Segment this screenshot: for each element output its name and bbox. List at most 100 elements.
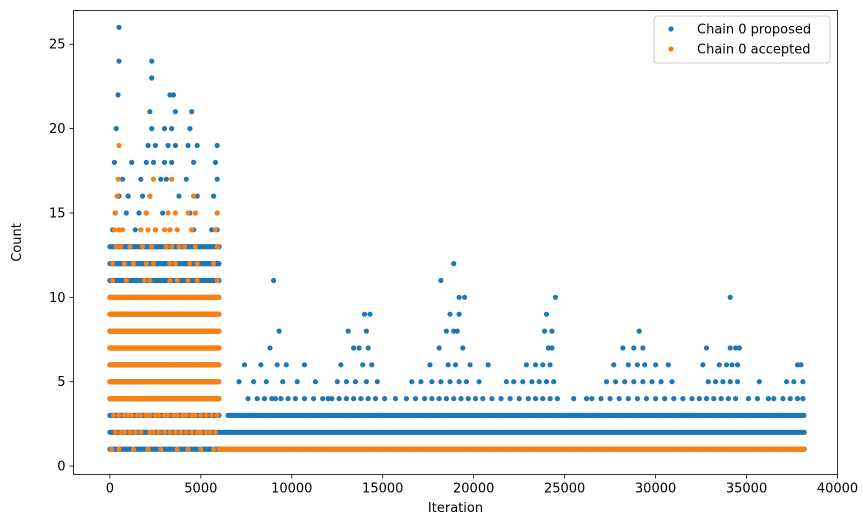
point-proposed (551, 379, 557, 385)
point-proposed (176, 193, 182, 199)
point-accepted (214, 277, 220, 284)
point-proposed (454, 328, 460, 334)
point-accepted (185, 210, 191, 216)
point-proposed (780, 396, 786, 402)
point-accepted (189, 227, 195, 233)
point-accepted (216, 311, 222, 317)
point-proposed (700, 362, 706, 368)
point-accepted (176, 244, 182, 250)
point-proposed (549, 345, 555, 351)
point-proposed (729, 362, 735, 368)
point-proposed (125, 193, 131, 199)
point-proposed (756, 379, 762, 385)
point-accepted (110, 277, 116, 284)
point-proposed (150, 159, 157, 165)
point-accepted (189, 412, 195, 418)
point-accepted (172, 210, 178, 216)
point-accepted (183, 412, 189, 418)
point-proposed (443, 396, 449, 402)
point-accepted (187, 261, 193, 267)
point-proposed (603, 379, 610, 385)
point-proposed (269, 396, 275, 402)
point-proposed (536, 379, 542, 385)
point-accepted (194, 429, 200, 435)
x-tick-label: 10000 (271, 482, 312, 497)
point-proposed (625, 362, 631, 368)
point-proposed (267, 345, 273, 351)
point-proposed (140, 193, 146, 199)
point-proposed (525, 396, 531, 402)
point-proposed (443, 328, 449, 334)
point-proposed (161, 126, 168, 132)
point-accepted (152, 227, 158, 233)
point-proposed (511, 379, 517, 385)
point-proposed (653, 362, 659, 368)
point-proposed (212, 159, 218, 165)
point-accepted (109, 446, 115, 452)
point-proposed (254, 396, 260, 402)
point-proposed (640, 345, 646, 351)
point-proposed (158, 176, 164, 182)
point-proposed (745, 396, 752, 402)
point-proposed (169, 126, 175, 132)
plot-area-frame (73, 10, 838, 475)
point-proposed (465, 396, 471, 402)
point-proposed (611, 362, 617, 368)
point-proposed (631, 379, 637, 385)
point-proposed (403, 396, 409, 402)
point-accepted (127, 244, 133, 250)
point-proposed (418, 379, 424, 385)
point-accepted (161, 227, 168, 233)
point-accepted (198, 429, 204, 435)
point-proposed (616, 396, 622, 402)
legend-box (653, 15, 831, 64)
point-proposed (251, 379, 257, 385)
point-proposed (456, 379, 462, 385)
point-proposed (343, 379, 349, 385)
point-proposed (458, 396, 464, 402)
point-accepted (216, 396, 222, 402)
point-proposed (274, 362, 280, 368)
point-proposed (163, 176, 169, 182)
point-accepted (185, 277, 191, 284)
point-proposed (733, 345, 739, 351)
legend-label-proposed: Chain 0 proposed (697, 23, 811, 38)
point-proposed (132, 227, 138, 233)
point-proposed (754, 396, 761, 402)
y-axis-label: Count (10, 223, 25, 262)
point-accepted (138, 412, 144, 418)
point-proposed (498, 396, 504, 402)
point-proposed (292, 396, 298, 402)
point-accepted (150, 176, 157, 182)
point-proposed (214, 176, 220, 182)
point-accepted (116, 446, 122, 452)
point-proposed (358, 396, 364, 402)
point-accepted (192, 210, 198, 216)
point-proposed (571, 396, 577, 402)
point-accepted (165, 412, 171, 418)
point-proposed (236, 379, 242, 385)
point-proposed (123, 210, 129, 216)
point-proposed (543, 311, 550, 317)
point-accepted (214, 210, 220, 216)
point-proposed (120, 176, 126, 182)
point-accepted (118, 429, 124, 435)
point-accepted (216, 379, 222, 385)
point-proposed (436, 396, 442, 402)
point-proposed (113, 126, 119, 132)
point-proposed (301, 396, 308, 402)
point-proposed (185, 142, 191, 149)
legend-marker-proposed (668, 26, 674, 32)
point-proposed (649, 379, 655, 385)
point-accepted (194, 261, 200, 267)
point-proposed (447, 311, 453, 317)
point-accepted (172, 429, 178, 435)
point-proposed (485, 362, 491, 368)
point-proposed (429, 396, 435, 402)
point-proposed (594, 412, 601, 418)
point-proposed (547, 362, 553, 368)
point-accepted (143, 261, 149, 267)
y-tick-label: 25 (49, 38, 66, 53)
point-proposed (727, 345, 733, 351)
point-proposed (374, 379, 380, 385)
